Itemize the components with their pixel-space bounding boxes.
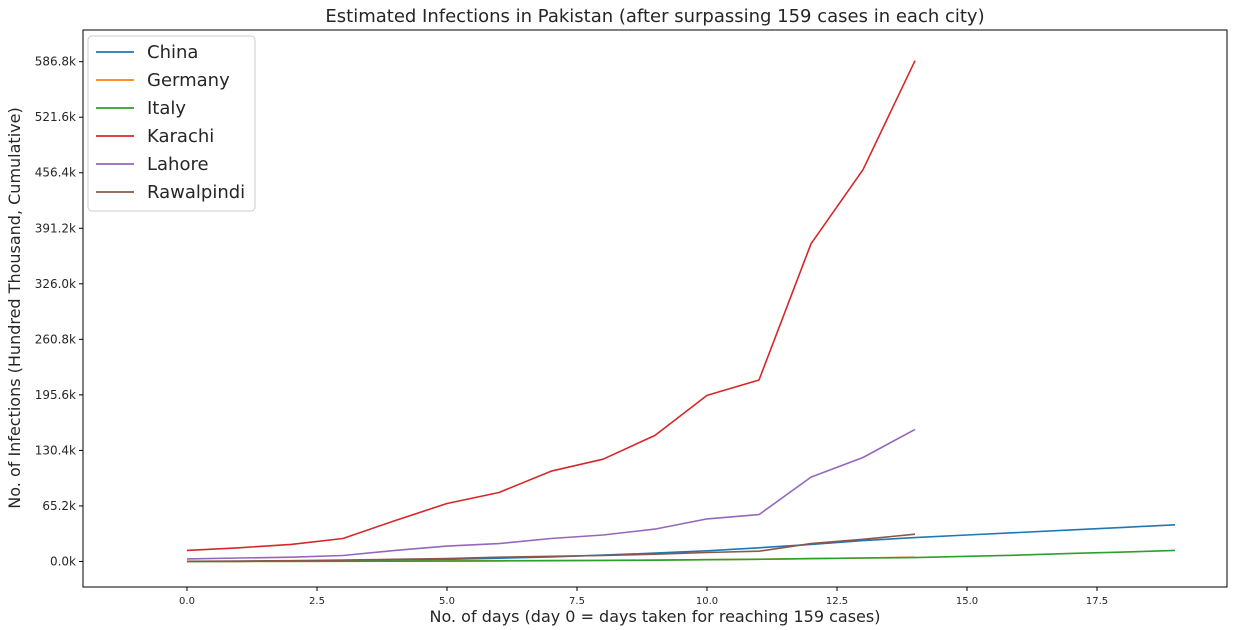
plot-area	[82, 29, 1228, 588]
y-tick-label: 65.2k	[42, 499, 76, 513]
x-tick-label: 7.5	[569, 596, 585, 607]
x-tick-label: 12.5	[826, 596, 848, 607]
y-tick-label: 0.0k	[50, 554, 76, 568]
legend-label-karachi: Karachi	[147, 126, 214, 147]
legend-label-germany: Germany	[147, 70, 230, 91]
plot-frame	[82, 29, 1228, 588]
y-tick-label: 521.6k	[35, 110, 76, 124]
series-line-karachi	[186, 60, 916, 552]
y-axis: 0.0k 65.2k 130.4k 195.6k 260.8k 326.0k 391.2k 4…	[35, 55, 83, 568]
y-tick-label: 456.4k	[35, 166, 76, 180]
legend-label-italy: Italy	[147, 98, 186, 119]
x-tick-label: 15.0	[956, 596, 978, 607]
y-axis-label: No. of Infections (Hundred Thousand, Cum…	[5, 107, 24, 508]
legend-label-rawalpindi: Rawalpindi	[147, 182, 245, 203]
x-tick-label: 0.0	[179, 596, 195, 607]
x-axis-label: No. of days (day 0 = days taken for reac…	[430, 607, 881, 626]
series-line-rawalpindi	[186, 533, 916, 563]
series-line-lahore	[186, 428, 916, 560]
x-tick-label: 17.5	[1086, 596, 1108, 607]
y-tick-label: 260.8k	[35, 332, 76, 346]
series-line-italy	[187, 549, 1176, 563]
y-tick-label: 391.2k	[35, 221, 76, 235]
legend-label-china: China	[147, 42, 198, 63]
legend-label-lahore: Lahore	[147, 154, 209, 175]
legend: China Germany Italy Karachi Lahore Rawalpindi	[87, 35, 256, 212]
y-tick-label: 195.6k	[35, 388, 76, 402]
chart-title: Estimated Infections in Pakistan (after …	[325, 6, 984, 27]
y-tick-label: 326.0k	[35, 277, 76, 291]
x-tick-label: 5.0	[439, 596, 455, 607]
x-axis: 0.0 2.5 5.0 7.5 10.0 12.5 15.0 17.5	[179, 587, 1108, 607]
y-tick-label: 586.8k	[35, 55, 76, 69]
y-tick-label: 130.4k	[35, 443, 76, 457]
x-tick-label: 10.0	[696, 596, 718, 607]
series-lines	[186, 60, 1176, 563]
x-tick-label: 2.5	[309, 596, 325, 607]
